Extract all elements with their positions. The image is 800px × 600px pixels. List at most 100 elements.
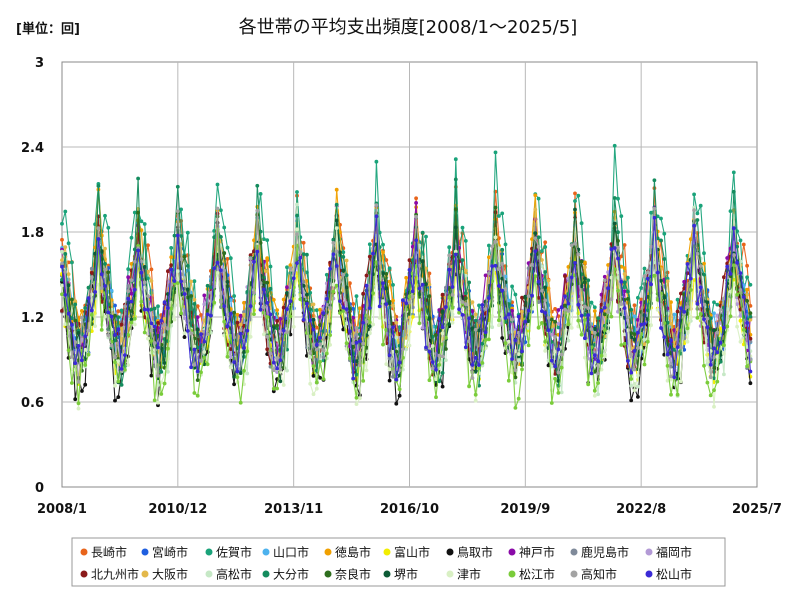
data-point [407, 300, 412, 305]
data-point [738, 313, 743, 318]
data-point [463, 296, 468, 301]
data-point [255, 249, 260, 254]
data-point [348, 356, 352, 361]
data-point [63, 270, 68, 274]
data-point [430, 360, 435, 364]
data-point [106, 270, 111, 275]
data-point [139, 259, 144, 264]
data-point [675, 297, 680, 302]
data-point [106, 310, 111, 315]
data-point [377, 316, 382, 320]
data-point [636, 346, 640, 350]
data-point [543, 298, 548, 303]
data-point [642, 274, 647, 279]
data-point [126, 275, 131, 280]
data-point [556, 347, 561, 352]
data-point [516, 314, 521, 319]
data-point [76, 380, 81, 384]
data-point [526, 319, 531, 323]
data-point [549, 358, 554, 363]
data-point [536, 235, 541, 240]
data-point [632, 349, 637, 353]
data-point [715, 354, 720, 359]
data-point [447, 267, 452, 272]
data-point [712, 404, 716, 409]
data-point [708, 375, 713, 380]
data-point [559, 305, 564, 310]
data-point [123, 367, 127, 372]
data-point [612, 221, 617, 226]
data-point [219, 300, 223, 304]
data-point [414, 196, 418, 201]
data-point [619, 214, 624, 219]
data-point [179, 207, 184, 212]
data-point [129, 299, 134, 304]
data-point [493, 205, 498, 210]
data-point [738, 238, 743, 243]
data-point [583, 355, 587, 360]
data-point [142, 280, 147, 285]
data-point [387, 378, 392, 383]
data-point [444, 317, 448, 322]
data-point [741, 242, 746, 247]
data-point [738, 271, 743, 275]
data-point [295, 190, 299, 194]
data-point [384, 362, 389, 366]
data-point [182, 335, 187, 339]
data-point [185, 264, 190, 268]
data-point [172, 317, 177, 322]
data-point [308, 334, 313, 339]
legend-label: 北九州市 [91, 567, 139, 582]
data-point [311, 342, 316, 347]
data-point [632, 314, 637, 319]
data-point [672, 375, 677, 380]
data-point [73, 302, 78, 307]
data-point [702, 251, 706, 256]
data-point [655, 308, 660, 312]
data-point [722, 275, 726, 280]
data-point [66, 272, 71, 276]
data-point [116, 309, 121, 314]
data-point [202, 293, 207, 298]
legend-label: 高知市 [581, 567, 617, 582]
data-point [642, 362, 647, 367]
data-point [338, 250, 342, 255]
x-tick-label: 2016/10 [380, 502, 439, 517]
data-point [76, 406, 81, 411]
data-point [748, 282, 753, 287]
data-point [242, 346, 246, 350]
data-point [569, 243, 574, 248]
data-point [288, 314, 293, 319]
data-point [583, 276, 587, 281]
data-point [513, 292, 518, 297]
data-point [745, 321, 749, 325]
data-point [576, 252, 581, 257]
legend-swatch [570, 570, 578, 578]
data-point [113, 303, 117, 308]
data-point [301, 240, 306, 245]
data-point [741, 327, 746, 332]
data-point [460, 225, 465, 230]
legend-swatch [205, 548, 213, 556]
data-point [394, 401, 399, 406]
data-point [139, 270, 144, 275]
data-point [374, 214, 379, 219]
data-point [583, 304, 587, 309]
data-point [444, 285, 448, 290]
data-point [166, 306, 170, 310]
data-point [473, 392, 478, 397]
data-point [166, 326, 170, 331]
data-point [189, 279, 194, 284]
data-point [444, 347, 448, 351]
data-point [490, 314, 495, 318]
data-point [195, 378, 200, 382]
data-point [119, 326, 124, 331]
data-point [669, 377, 673, 382]
data-point [314, 386, 319, 391]
data-point [76, 331, 81, 335]
data-point [735, 260, 739, 265]
data-point [642, 342, 647, 347]
data-point [675, 392, 680, 397]
data-point [262, 287, 266, 292]
data-point [152, 341, 157, 345]
